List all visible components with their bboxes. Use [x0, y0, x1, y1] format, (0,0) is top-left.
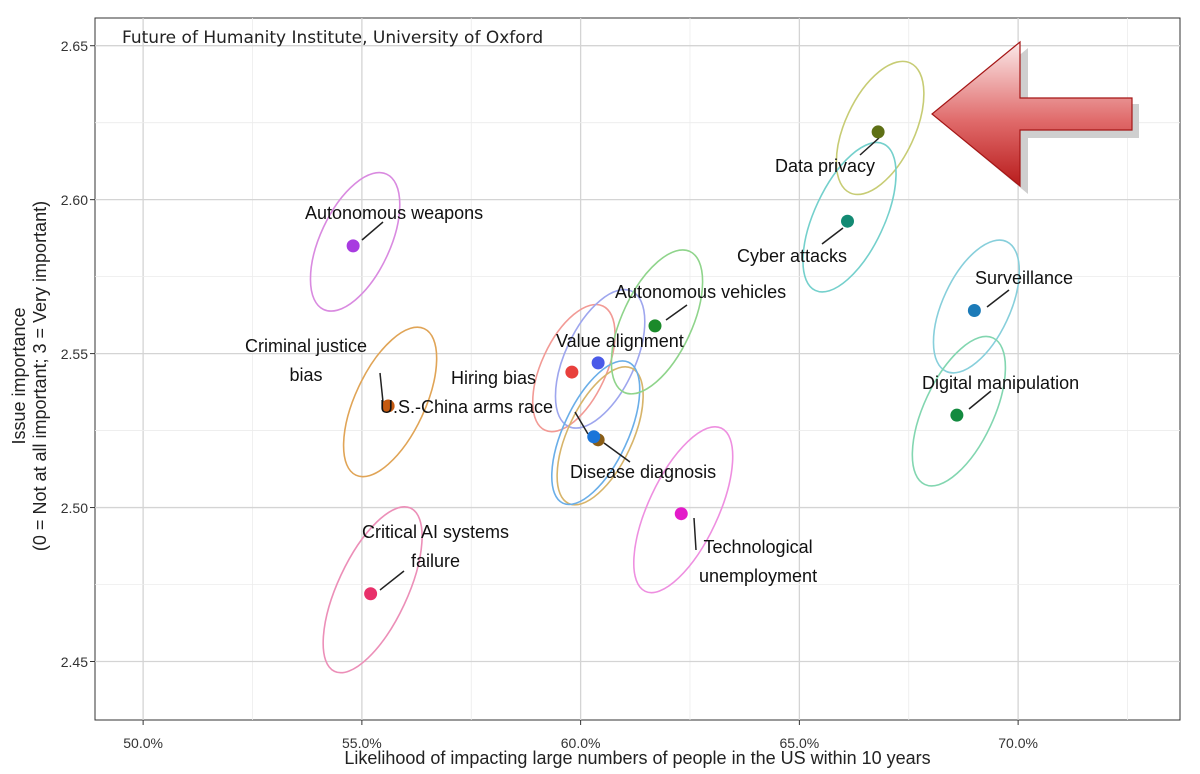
x-axis-label: Likelihood of impacting large numbers of…: [344, 748, 931, 768]
point-label: Value alignment: [556, 327, 684, 356]
x-tick-label: 70.0%: [998, 735, 1038, 751]
leader-line: [986, 289, 1010, 308]
ellipse-10: [802, 141, 897, 293]
y-tick-label: 2.60: [60, 191, 88, 208]
point-label: Technological unemployment: [699, 533, 817, 591]
point-label-line: Disease diagnosis: [570, 462, 717, 482]
y-tick-label: 2.55: [60, 345, 88, 362]
point-autonomous-weapons: [346, 239, 360, 253]
point-label-line: Data privacy: [775, 156, 876, 176]
ellipse-1: [342, 326, 438, 478]
x-tick-label: 55.0%: [342, 735, 382, 751]
ellipse-5: [556, 365, 644, 506]
leader-line: [859, 137, 880, 156]
point-hiring-bias: [565, 365, 579, 379]
y-axis-label-line-2: (0 = Not at all important; 3 = Very impo…: [30, 200, 50, 552]
ellipse-6: [550, 360, 641, 506]
point-label: Surveillance: [975, 264, 1073, 293]
point-label-line: Hiring bias: [451, 368, 537, 388]
point-technological-unemployment: [674, 507, 688, 521]
point-label-line: U.S.-China arms race: [380, 397, 554, 417]
point-label-line: bias: [289, 365, 323, 385]
leader-line: [693, 517, 697, 551]
leader-line: [968, 390, 992, 410]
leader-line: [379, 570, 405, 591]
source-watermark: Future of Humanity Institute, University…: [122, 28, 544, 48]
point-data-privacy: [871, 125, 885, 139]
ellipse-12: [911, 335, 1007, 487]
point-label: Hiring bias: [451, 364, 536, 393]
leader-line: [574, 411, 589, 435]
leader-line: [379, 372, 384, 403]
ellipse-8: [632, 425, 734, 594]
point-label-line: Value alignment: [556, 331, 684, 351]
leader-line: [665, 304, 688, 321]
point-disease-diagnosis: [587, 430, 601, 444]
leader-line: [821, 227, 844, 245]
point-label: Disease diagnosis: [570, 458, 716, 487]
point-label-line: Autonomous weapons: [305, 203, 484, 223]
ellipse-3: [531, 303, 616, 433]
point-label: Data privacy: [775, 152, 875, 181]
x-tick-label: 60.0%: [560, 735, 601, 751]
point-label: Autonomous vehicles: [615, 278, 786, 307]
y-tick-label: 2.65: [60, 37, 88, 54]
x-tick-label: 50.0%: [123, 735, 163, 751]
point-value-alignment: [591, 356, 605, 370]
red-arrow-icon: [931, 40, 1139, 194]
ellipse-0: [309, 171, 401, 312]
point-label-line: unemployment: [699, 566, 818, 586]
confidence-ellipses: [309, 60, 1021, 674]
point-label: Autonomous weapons: [305, 199, 483, 228]
point-label: Criminal justice bias: [245, 332, 367, 390]
point-cyber-attacks: [841, 214, 854, 228]
point-digital-manipulation: [950, 408, 964, 422]
point-label-line: Technological: [703, 537, 813, 557]
point-label-line: Critical AI systems: [362, 522, 510, 542]
point-label: U.S.-China arms race: [380, 393, 553, 422]
data-points: [346, 125, 981, 601]
point-label-line: Cyber attacks: [737, 246, 848, 266]
point-label-line: Criminal justice: [245, 336, 368, 356]
point-autonomous-vehicles: [648, 319, 662, 333]
leader-line: [603, 442, 631, 463]
point-label: Cyber attacks: [737, 242, 847, 271]
point-label: Digital manipulation: [922, 369, 1079, 398]
point-critical-ai-systems-failure: [364, 587, 378, 601]
point-criminal-justice-bias: [381, 399, 395, 413]
point-label-line: Autonomous vehicles: [615, 282, 787, 302]
point-label-line: Digital manipulation: [922, 373, 1080, 393]
point-label-line: failure: [411, 551, 461, 571]
ellipse-9: [835, 60, 925, 196]
y-tick-label: 2.45: [60, 653, 88, 670]
label-leader-lines: [361, 137, 1010, 591]
ellipse-11: [932, 239, 1021, 374]
point-label-line: Surveillance: [975, 268, 1074, 288]
point-label: Critical AI systems failure: [362, 518, 509, 576]
y-axis-label-line-1: Issue importance: [9, 307, 29, 445]
y-tick-label: 2.50: [60, 499, 88, 516]
leader-line: [361, 221, 384, 241]
point-surveillance: [967, 304, 981, 317]
x-tick-label: 65.0%: [779, 735, 820, 751]
ellipse-2: [322, 506, 423, 674]
y-axis-label: Issue importance (0 = Not at all importa…: [9, 176, 51, 576]
ellipse-7: [610, 249, 704, 395]
